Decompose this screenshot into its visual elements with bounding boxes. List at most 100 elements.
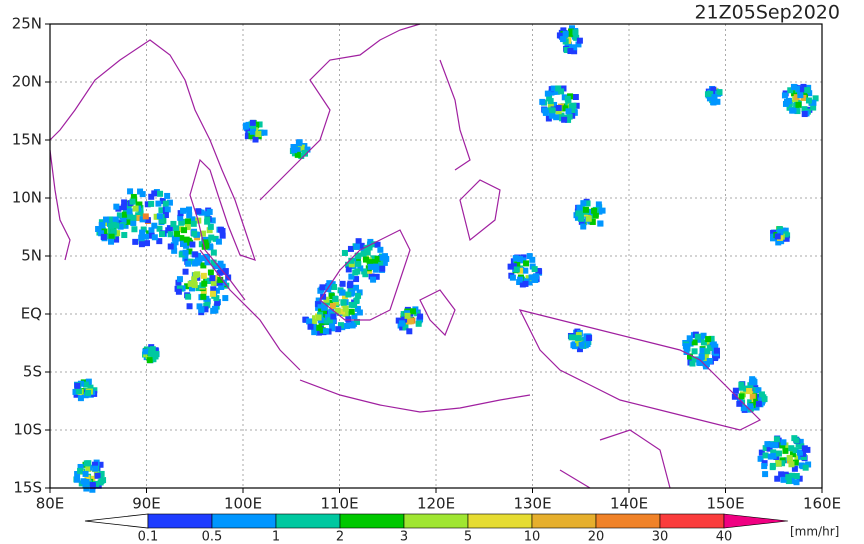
precip-cell <box>353 243 360 250</box>
precip-cell <box>578 218 585 225</box>
precip-cell <box>775 450 782 457</box>
precip-cell <box>585 215 592 222</box>
precip-cell <box>180 240 187 247</box>
precip-cell <box>349 289 356 296</box>
precip-cell <box>84 475 91 482</box>
lon-label: 90E <box>132 495 161 513</box>
precip-cell <box>72 388 79 395</box>
precip-cell <box>797 92 804 99</box>
precip-cell <box>586 334 593 341</box>
precip-cell <box>582 206 589 213</box>
precip-cell <box>687 340 694 347</box>
precip-cell <box>164 192 171 199</box>
precip-cell <box>805 461 812 468</box>
precip-cell <box>182 255 189 262</box>
precip-cell <box>565 116 572 123</box>
precip-cell <box>785 97 792 104</box>
precip-cell <box>167 231 174 238</box>
precip-cell <box>178 251 185 258</box>
precip-cell <box>370 276 377 283</box>
precip-cell <box>687 353 694 360</box>
precip-cell <box>92 461 99 468</box>
lon-label: 120E <box>417 495 455 513</box>
precip-cell <box>810 99 817 106</box>
precip-cell <box>702 354 709 361</box>
precip-cell <box>529 256 536 263</box>
precip-cell <box>208 234 215 241</box>
precip-cell <box>372 266 379 273</box>
precip-cell <box>298 144 305 151</box>
precip-cell <box>353 276 360 283</box>
precip-cell <box>517 276 524 283</box>
precip-cell <box>575 41 582 48</box>
precip-cell <box>148 200 155 207</box>
precip-cell <box>173 225 180 232</box>
precip-cell <box>158 217 165 224</box>
precip-cell <box>186 206 193 213</box>
precip-cell <box>801 106 808 113</box>
precip-cell <box>294 151 301 158</box>
precip-cell <box>716 89 723 96</box>
precip-cell <box>74 471 81 478</box>
precip-cell <box>738 381 745 388</box>
precip-cell <box>548 89 555 96</box>
precip-cell <box>87 384 94 391</box>
precip-cell <box>138 234 145 241</box>
colorbar-swatch <box>339 513 405 529</box>
precip-cell <box>151 222 158 229</box>
precip-cell <box>89 486 96 493</box>
precip-cell <box>94 472 101 479</box>
precip-cell <box>532 273 539 280</box>
precip-cell <box>210 249 217 256</box>
precip-cell <box>565 108 572 115</box>
precip-cell <box>770 449 777 456</box>
precip-cell <box>198 209 205 216</box>
colorbar-swatch <box>531 513 597 529</box>
precip-cell <box>379 254 386 261</box>
precip-cell <box>207 223 214 230</box>
precip-cell <box>130 214 137 221</box>
precip-cell <box>757 455 764 462</box>
precip-cell <box>407 318 414 325</box>
precip-cell <box>774 233 781 240</box>
precip-cell <box>575 332 582 339</box>
precip-cell <box>371 241 378 248</box>
precip-cell <box>762 471 769 478</box>
lat-label: 15S <box>13 479 42 497</box>
precip-cell <box>151 190 158 197</box>
precip-cell <box>349 322 356 329</box>
precip-cell <box>804 87 811 94</box>
precip-cell <box>165 227 172 234</box>
precip-cell <box>761 396 768 403</box>
precip-cell <box>83 479 90 486</box>
precip-cell <box>700 339 707 346</box>
precip-cell <box>793 473 800 480</box>
precip-cell <box>797 438 804 445</box>
precip-cell <box>210 259 217 266</box>
precip-cell <box>536 268 543 275</box>
precip-cell <box>579 337 586 344</box>
precip-cell <box>191 276 198 283</box>
precip-cell <box>691 339 698 346</box>
precip-cell <box>210 279 217 286</box>
precip-cell <box>347 285 354 292</box>
precip-cell <box>551 101 558 108</box>
lon-label: 160E <box>803 495 841 513</box>
precip-cell <box>764 441 771 448</box>
precip-cell <box>142 233 149 240</box>
precip-cell <box>85 389 92 396</box>
precip-cell <box>140 226 147 233</box>
precip-cell <box>180 218 187 225</box>
precip-cell <box>562 105 569 112</box>
precip-cell <box>767 453 774 460</box>
precip-cell <box>323 296 330 303</box>
precip-cell <box>358 242 365 249</box>
lat-label: 25N <box>12 15 42 33</box>
precip-cell <box>704 348 711 355</box>
precip-cell <box>777 229 784 236</box>
precip-cell <box>77 463 84 470</box>
precip-cell <box>332 295 339 302</box>
precip-cell <box>691 356 698 363</box>
precip-cell <box>157 190 164 197</box>
